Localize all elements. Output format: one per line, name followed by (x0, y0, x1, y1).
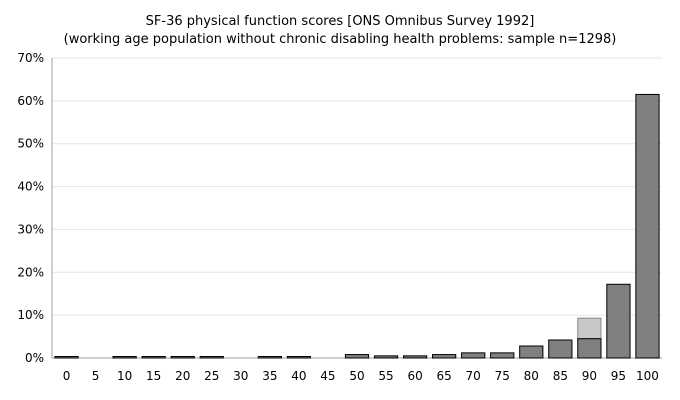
x-tick-label: 10 (117, 369, 132, 383)
bar (199, 356, 224, 359)
chart-subtitle: (working age population without chronic … (63, 32, 617, 47)
bar (257, 356, 282, 359)
x-tick-label: 75 (495, 369, 510, 383)
bar (461, 352, 486, 359)
bar (635, 93, 660, 359)
x-tick-label: 5 (92, 369, 100, 383)
x-tick-label: 35 (262, 369, 277, 383)
y-tick-label: 50% (17, 137, 44, 151)
bar (54, 356, 79, 359)
y-tick-label: 30% (17, 222, 44, 236)
x-tick-label: 50 (349, 369, 364, 383)
bar (519, 345, 544, 359)
x-tick-label: 45 (320, 369, 335, 383)
bar (373, 355, 399, 359)
x-tick-label: 55 (378, 369, 393, 383)
x-tick-label: 70 (466, 369, 481, 383)
x-tick-label: 90 (582, 369, 597, 383)
x-tick-label: 25 (204, 369, 219, 383)
y-tick-label: 10% (17, 308, 44, 322)
bar (577, 338, 602, 359)
bar-overlay (577, 317, 602, 340)
x-tick-label: 95 (611, 369, 626, 383)
bar (606, 283, 631, 359)
x-tick-label: 85 (553, 369, 568, 383)
y-tick-label: 0% (25, 351, 44, 365)
y-tick-label: 60% (17, 94, 44, 108)
bar (490, 352, 515, 359)
x-tick-label: 65 (437, 369, 452, 383)
y-tick-label: 70% (17, 51, 44, 65)
x-tick-label: 40 (291, 369, 306, 383)
x-tick-label: 30 (233, 369, 248, 383)
y-tick-label: 40% (17, 180, 44, 194)
y-tick-label: 20% (17, 265, 44, 279)
bar (344, 354, 370, 359)
bar (141, 356, 166, 359)
x-tick-label: 20 (175, 369, 190, 383)
bar (170, 356, 195, 359)
x-tick-label: 0 (63, 369, 71, 383)
chart-title: SF-36 physical function scores [ONS Omni… (145, 14, 535, 29)
x-tick-label: 100 (636, 369, 659, 383)
x-tick-label: 80 (524, 369, 539, 383)
x-tick-label: 15 (146, 369, 161, 383)
bar (548, 339, 573, 359)
x-tick-label: 60 (407, 369, 422, 383)
bar (432, 354, 457, 359)
bar (112, 356, 137, 359)
bar (286, 356, 312, 359)
bar (402, 355, 428, 359)
